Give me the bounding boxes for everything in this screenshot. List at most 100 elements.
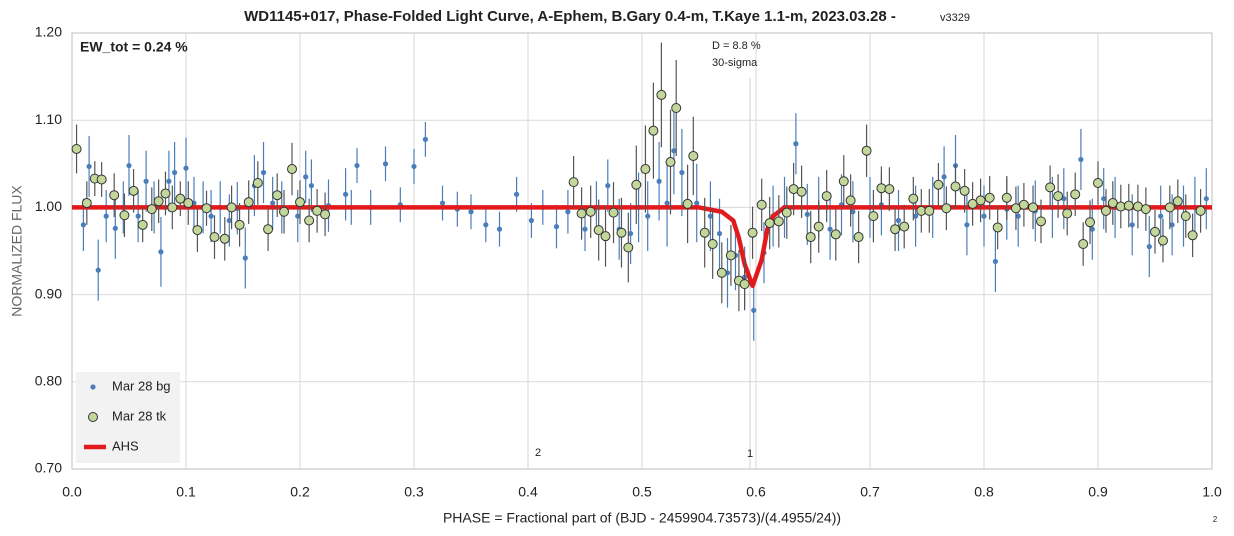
tk-point — [830, 229, 841, 240]
x-tick-label: 0.1 — [176, 484, 196, 500]
bg-point — [645, 213, 651, 219]
bg-point — [528, 217, 535, 224]
tk-point — [725, 250, 736, 261]
tk-point — [1070, 189, 1081, 200]
tk-point — [805, 232, 816, 243]
y-tick-label: 1.10 — [35, 111, 62, 127]
tk-point — [899, 221, 910, 232]
legend-label: Mar 28 tk — [112, 408, 167, 423]
tk-point — [234, 219, 245, 230]
y-tick-label: 0.90 — [35, 285, 62, 301]
x-tick-label: 0.2 — [290, 484, 310, 500]
legend-label: Mar 28 bg — [112, 378, 171, 393]
bg-point — [1129, 222, 1135, 228]
tk-point — [96, 174, 107, 185]
tk-point — [252, 177, 263, 188]
tk-point — [699, 227, 710, 238]
tk-point — [576, 208, 587, 219]
bg-point — [827, 226, 833, 232]
tk-point — [1123, 200, 1134, 211]
x-tick-label: 0.8 — [974, 484, 994, 500]
tk-point — [175, 193, 186, 204]
bg-point — [514, 191, 520, 197]
bg-point — [1203, 196, 1209, 202]
tk-point — [616, 227, 627, 238]
tk-point — [707, 239, 718, 250]
tk-point — [716, 267, 727, 278]
tk-point — [585, 206, 596, 217]
tk-point — [682, 198, 693, 209]
tk-point — [924, 205, 935, 216]
bg-point — [671, 148, 677, 154]
tk-point — [568, 177, 579, 188]
bg-point — [679, 169, 685, 176]
tk-point — [320, 209, 331, 220]
x-tick-label: 0.3 — [404, 484, 424, 500]
model-line — [72, 205, 1212, 289]
tk-point — [137, 219, 148, 230]
bg-point — [80, 222, 86, 228]
tk-point — [1053, 191, 1064, 202]
bg-point — [103, 213, 109, 219]
bg-point — [468, 209, 474, 215]
tk-point — [890, 224, 901, 235]
tk-point — [183, 198, 194, 209]
tk-point — [781, 207, 792, 218]
bg-point — [242, 255, 248, 261]
tk-point — [1180, 211, 1191, 222]
tk-point — [167, 202, 178, 213]
bg-point — [143, 178, 149, 184]
tk-point — [845, 195, 856, 206]
bg-point — [295, 213, 301, 219]
bg-point — [158, 249, 164, 255]
bg-point — [1089, 226, 1095, 232]
tk-point — [656, 89, 667, 100]
bg-point — [439, 200, 446, 206]
tk-point — [868, 211, 879, 222]
tk-point — [600, 231, 611, 242]
x-tick-label: 1.0 — [1202, 484, 1222, 500]
bg-point — [605, 183, 611, 189]
bg-point — [135, 213, 141, 219]
tk-point — [593, 225, 604, 236]
tk-point — [1028, 202, 1039, 213]
x-tick-label: 0.0 — [62, 484, 82, 500]
x-tick-label: 0.4 — [518, 484, 538, 500]
bg-point — [86, 163, 92, 170]
bg-point — [941, 174, 947, 180]
bg-point — [664, 200, 670, 206]
bg-point — [270, 200, 276, 206]
y-tick-label: 1.00 — [35, 198, 62, 214]
chart-title-suffix: v3329 — [940, 12, 970, 24]
tk-point — [295, 197, 305, 208]
tk-point — [304, 215, 315, 226]
tk-point — [1140, 204, 1151, 215]
tk-point — [813, 221, 824, 232]
bg-point — [964, 222, 970, 228]
bg-point — [553, 223, 560, 230]
tk-point — [688, 150, 699, 161]
bg-point — [208, 213, 214, 219]
legend-swatch — [88, 412, 98, 422]
tk-point — [648, 125, 659, 136]
bg-point — [694, 200, 700, 206]
bg-point — [913, 213, 919, 219]
x-axis-label: PHASE = Fractional part of (BJD - 245990… — [443, 510, 841, 526]
y-tick-label: 0.80 — [35, 373, 62, 389]
tk-point — [1078, 239, 1089, 250]
tk-point — [1062, 208, 1073, 219]
tk-point — [853, 232, 864, 243]
tk-point — [201, 203, 212, 214]
tk-point — [128, 185, 139, 196]
tk-point — [153, 196, 164, 207]
bg-point — [308, 183, 314, 189]
bg-point — [656, 178, 662, 184]
bg-point — [166, 178, 172, 184]
tk-point — [1100, 205, 1111, 216]
tk-point — [773, 216, 784, 227]
tk-point — [1195, 205, 1206, 216]
plot-frame — [71, 32, 1213, 470]
tk-point — [1085, 217, 1096, 228]
